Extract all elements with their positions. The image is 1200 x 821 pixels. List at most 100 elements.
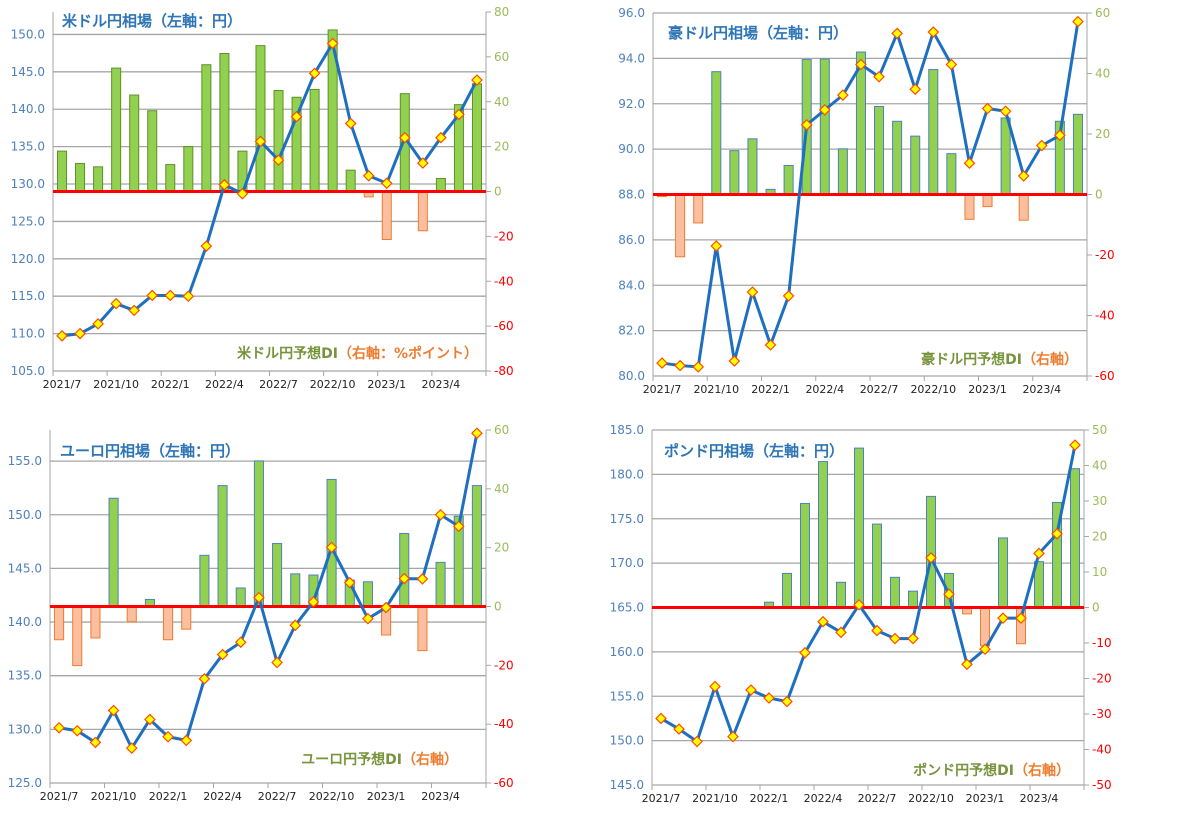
rate-line xyxy=(61,41,479,338)
eur-jpy-chart: 125.0 130.0 135.0 140.0 145.0 150.0 155.0 -60 -4… xyxy=(8,423,514,803)
x-axis-tick-label: 2021/7 xyxy=(642,792,681,805)
x-axis-tick-label: 2023/4 xyxy=(1022,383,1061,396)
di-bar xyxy=(126,606,137,623)
x-axis-tick-label: 2023/1 xyxy=(367,378,406,391)
rate-point xyxy=(417,157,429,169)
rate-point xyxy=(144,713,156,726)
di-bar xyxy=(54,606,65,641)
di-bar xyxy=(1018,194,1029,221)
rate-point xyxy=(855,58,867,71)
rate-point xyxy=(781,695,793,708)
di-bar xyxy=(471,485,482,607)
di-bar xyxy=(980,607,990,647)
x-axis-tick-label: 2022/1 xyxy=(151,378,190,391)
di-bar xyxy=(272,543,283,608)
rate-point xyxy=(326,37,339,50)
rate-point xyxy=(180,734,193,747)
x-axis-tick-label: 2022/10 xyxy=(910,383,956,396)
right-axis-tick-label: 40 xyxy=(494,95,509,109)
left-axis-tick-label: 155.0 xyxy=(8,454,42,468)
di-bar xyxy=(693,194,704,224)
x-axis-tick-label: 2023/4 xyxy=(421,790,460,803)
x-axis-tick-label: 2021/7 xyxy=(43,378,82,391)
di-bar xyxy=(874,105,885,195)
di-bar xyxy=(362,581,373,607)
right-axis-tick-label: -20 xyxy=(494,658,514,672)
right-axis-tick-label: -10 xyxy=(1092,636,1112,650)
right-axis-tick-label: -20 xyxy=(1092,672,1112,686)
di-bar xyxy=(872,523,882,609)
di-bar xyxy=(435,561,446,607)
right-axis-tick-label: 0 xyxy=(1095,188,1103,202)
left-axis-tick-label: 125.0 xyxy=(8,776,42,790)
rate-point xyxy=(963,157,976,170)
rate-point xyxy=(92,318,104,330)
di-label-name: 豪ドル円予想DI xyxy=(921,351,1022,368)
right-axis-tick-label: -60 xyxy=(1095,369,1115,383)
left-axis-tick-label: 140.0 xyxy=(11,102,45,116)
rate-point xyxy=(1033,547,1045,560)
x-axis-tick-label: 2023/4 xyxy=(1020,792,1059,805)
di-bar xyxy=(199,554,210,608)
rate-point xyxy=(307,596,320,608)
rate-point xyxy=(817,615,829,628)
di-bar xyxy=(1072,113,1083,195)
x-axis-tick-label: 2022/10 xyxy=(309,790,355,803)
di-bar xyxy=(818,461,828,608)
rate-point xyxy=(656,357,668,369)
di-bar xyxy=(675,194,686,258)
di-bar xyxy=(435,177,446,193)
right-axis-tick-label: -60 xyxy=(494,776,514,790)
rate-point xyxy=(435,131,447,144)
di-bar xyxy=(181,606,192,630)
di-bar xyxy=(253,460,264,608)
right-axis-tick-label: 60 xyxy=(494,423,509,437)
rate-point xyxy=(290,110,303,123)
rate-point xyxy=(289,619,302,632)
left-axis-tick-label: 82.0 xyxy=(618,324,645,338)
right-axis-tick-label: -30 xyxy=(1092,707,1112,721)
left-axis-tick-label: 92.0 xyxy=(618,97,645,111)
right-axis-tick-label: 60 xyxy=(494,50,509,64)
rate-point xyxy=(53,721,65,734)
left-axis-tick-label: 135.0 xyxy=(11,140,45,154)
left-axis-tick-label: 94.0 xyxy=(618,51,645,65)
rate-point xyxy=(673,723,685,735)
x-axis-tick-label: 2023/4 xyxy=(422,378,461,391)
left-axis-tick-label: 105.0 xyxy=(11,364,45,378)
right-axis-tick-label: -40 xyxy=(1095,309,1115,323)
di-bar xyxy=(75,162,86,192)
x-axis-tick-label: 2022/1 xyxy=(751,383,790,396)
left-axis-tick-label: 175.0 xyxy=(610,512,644,526)
di-bar xyxy=(819,58,830,196)
di-bar xyxy=(783,164,794,196)
rate-point xyxy=(763,692,775,704)
rate-line xyxy=(660,444,1077,744)
di-bar xyxy=(201,64,212,192)
rate-point xyxy=(398,572,411,585)
rate-point xyxy=(89,736,102,749)
rate-point xyxy=(325,541,338,554)
left-axis-tick-label: 180.0 xyxy=(610,467,644,481)
left-axis-tick-label: 86.0 xyxy=(618,233,645,247)
di-bar xyxy=(890,576,900,609)
right-axis-tick-label: 80 xyxy=(494,5,509,19)
right-axis-tick-label: 20 xyxy=(494,140,509,154)
x-axis-tick-label: 2021/10 xyxy=(91,790,137,803)
left-axis-tick-label: 120.0 xyxy=(11,252,45,266)
rate-line xyxy=(661,21,1080,369)
rate-point xyxy=(71,724,84,737)
di-bar xyxy=(399,533,410,608)
rate-point xyxy=(362,169,375,182)
di-bar xyxy=(892,120,903,195)
di-bar xyxy=(111,67,122,192)
left-axis-tick-label: 115.0 xyxy=(11,289,45,303)
gbp-jpy-chart: 145.0 150.0 155.0 160.0 165.0 170.0 175.0 180.0… xyxy=(610,423,1112,805)
rate-point xyxy=(234,636,247,649)
di-bar xyxy=(854,447,864,609)
rate-point xyxy=(655,712,667,725)
rate-point xyxy=(1035,139,1048,152)
rate-point xyxy=(782,290,795,302)
di-bar xyxy=(855,51,866,195)
rate-point xyxy=(745,684,757,696)
